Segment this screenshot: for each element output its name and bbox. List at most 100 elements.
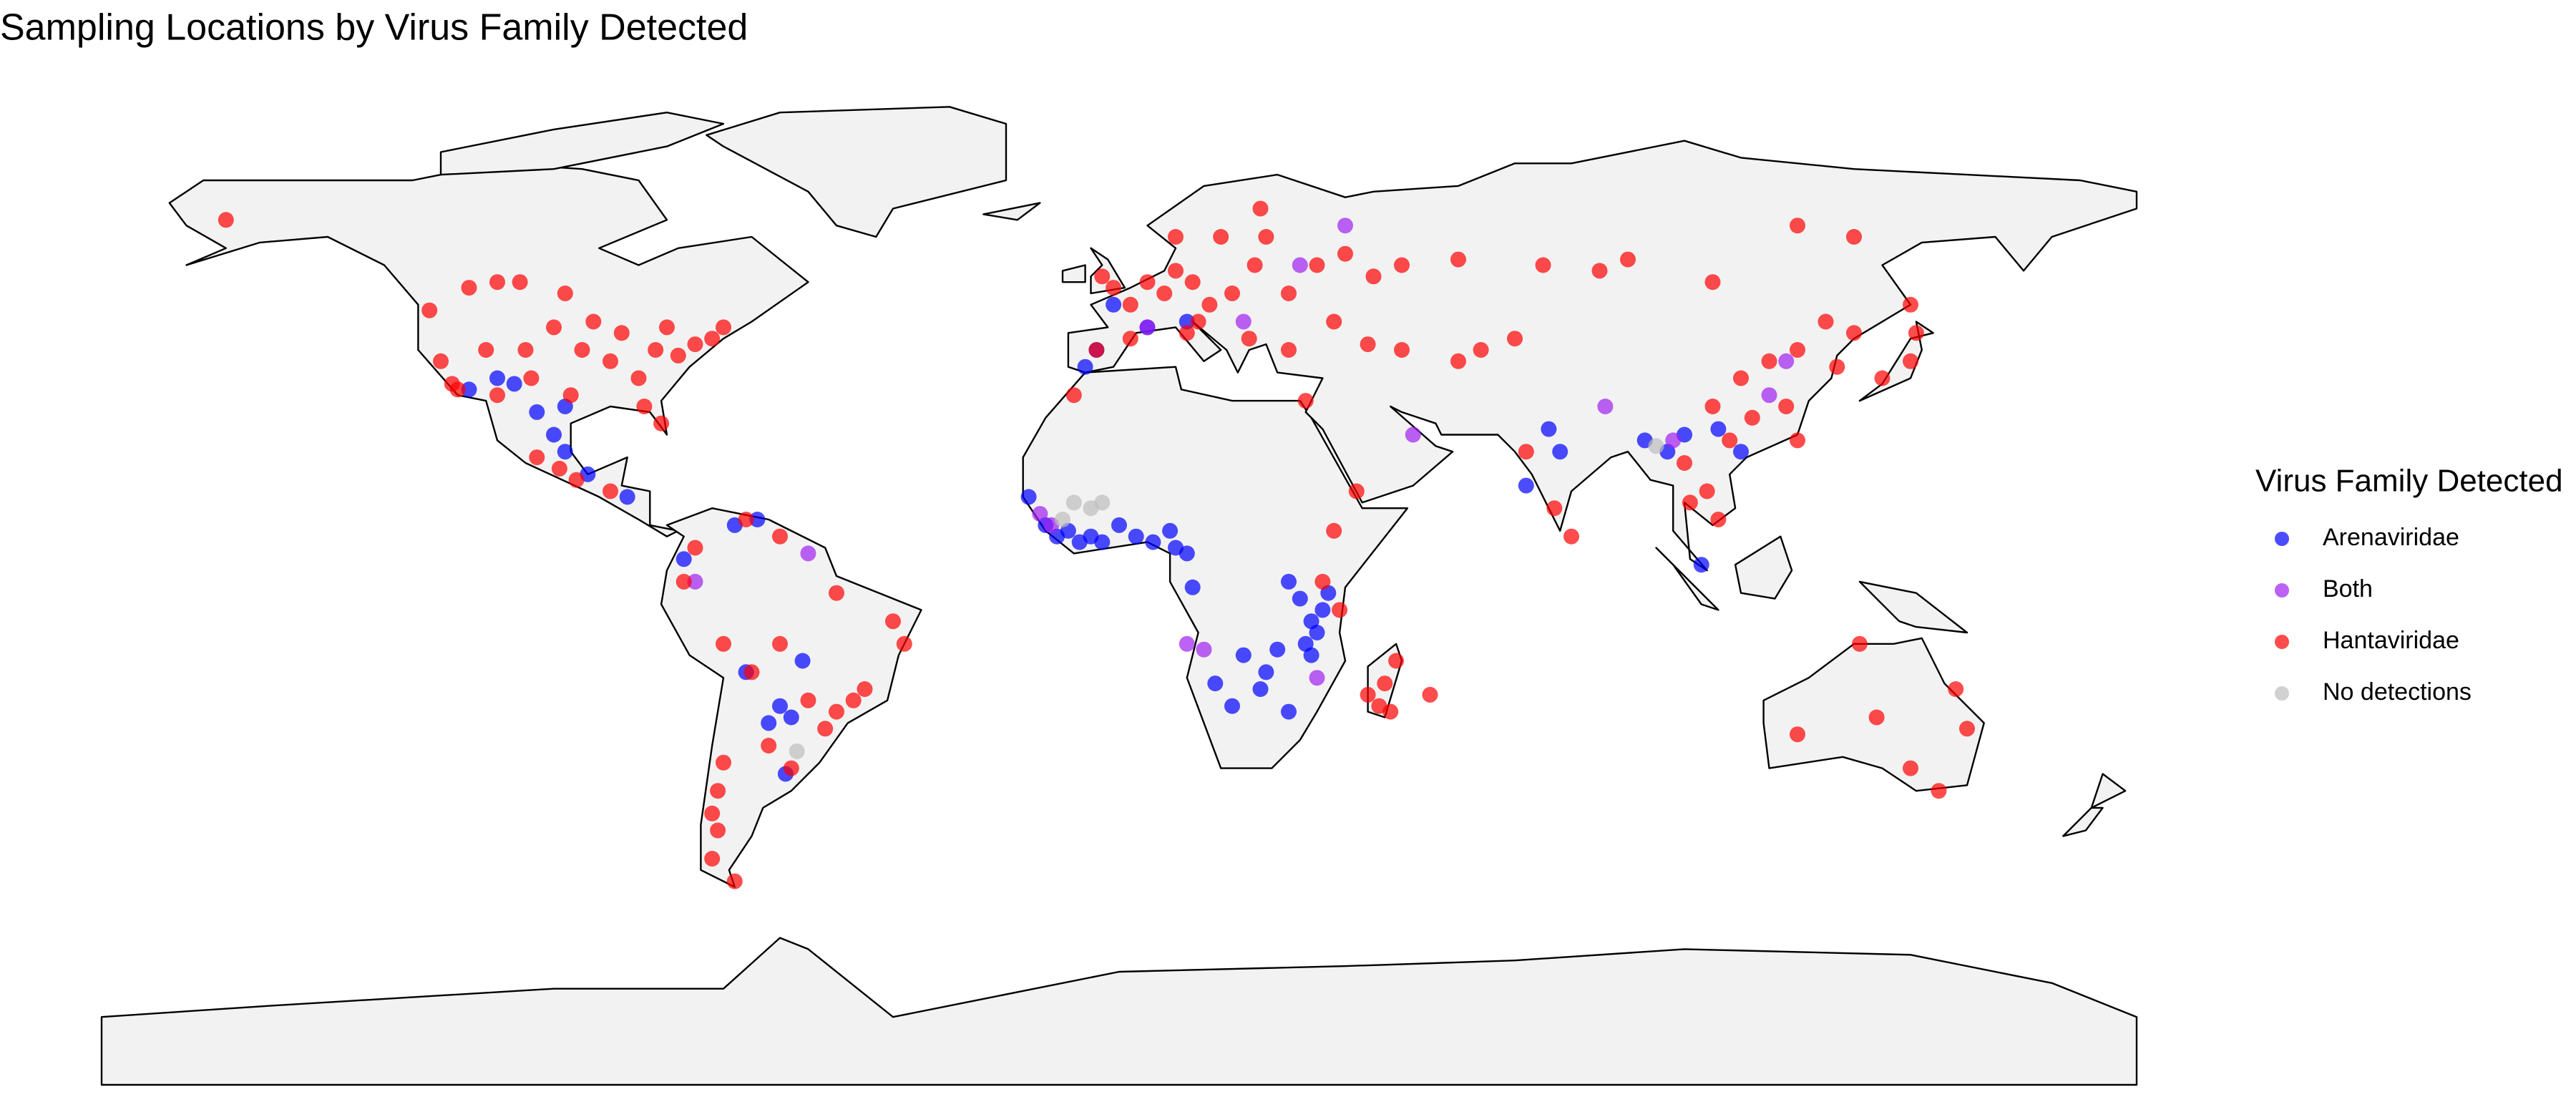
sample-point: [1388, 653, 1405, 669]
sample-point: [687, 573, 703, 590]
sample-point: [1761, 353, 1777, 369]
sample-point: [1235, 647, 1252, 663]
sample-point: [557, 444, 573, 460]
sample-point: [1846, 325, 1862, 341]
landmass: [2090, 773, 2127, 809]
sample-point: [1535, 257, 1551, 273]
sample-point: [1258, 229, 1274, 245]
sample-point: [1128, 528, 1144, 545]
sample-point: [1733, 444, 1749, 460]
sample-point: [1648, 438, 1664, 454]
sample-point: [461, 280, 477, 296]
sample-point: [1094, 494, 1111, 511]
landmass: [100, 937, 2138, 1086]
sample-point: [749, 512, 766, 527]
sample-point: [1405, 426, 1421, 443]
sample-point: [704, 331, 721, 347]
landmass: [1061, 264, 1086, 283]
sample-point: [783, 760, 799, 776]
sample-point: [772, 698, 788, 714]
landmass: [660, 507, 922, 888]
sample-point: [1258, 664, 1274, 681]
landmass: [439, 112, 725, 176]
sample-point: [1846, 229, 1862, 245]
legend-swatch: [2275, 686, 2289, 701]
sample-point: [1094, 268, 1111, 285]
sample-point: [1303, 647, 1319, 663]
sample-point: [557, 286, 573, 301]
sample-point: [636, 399, 653, 414]
sample-point: [1450, 251, 1466, 268]
sample-point: [1314, 602, 1331, 618]
sample-point: [1094, 534, 1111, 550]
sample-point: [1179, 313, 1195, 330]
sample-point: [648, 342, 664, 358]
sample-point: [1020, 489, 1037, 505]
sample-point: [1213, 229, 1229, 245]
landmass: [1858, 580, 1968, 634]
sample-point: [800, 692, 816, 708]
sample-point: [1190, 313, 1206, 330]
sample-point: [523, 370, 540, 386]
sample-point: [789, 743, 805, 759]
sample-point: [1733, 370, 1749, 386]
sample-point: [716, 754, 731, 771]
legend-swatch: [2275, 532, 2289, 546]
sample-point: [1507, 331, 1523, 347]
sample-point: [1314, 573, 1331, 590]
sample-point: [1241, 331, 1257, 347]
sample-point: [1145, 534, 1161, 550]
points-layer: [218, 200, 1975, 889]
sample-point: [1106, 280, 1122, 296]
sample-point: [1252, 200, 1269, 217]
sample-point: [585, 313, 602, 330]
sample-point: [670, 347, 686, 364]
legend-label: Hantaviridae: [2323, 627, 2459, 654]
sample-point: [1156, 286, 1173, 301]
sample-point: [1365, 268, 1382, 285]
sample-point: [630, 370, 647, 386]
sample-point: [1959, 721, 1975, 737]
sample-point: [1106, 296, 1122, 313]
sample-point: [1518, 444, 1534, 460]
sample-point: [1722, 432, 1738, 449]
sample-point: [1269, 641, 1286, 658]
sample-point: [1422, 686, 1438, 703]
sample-point: [602, 353, 618, 369]
sample-point: [1168, 229, 1184, 245]
sample-point: [1790, 432, 1805, 449]
sample-point: [653, 415, 670, 431]
sample-point: [517, 342, 534, 358]
sample-point: [478, 342, 494, 358]
sample-point: [1281, 286, 1297, 301]
sample-point: [1184, 274, 1201, 291]
sample-point: [1903, 353, 1918, 369]
sample-point: [421, 302, 438, 318]
sample-point: [529, 449, 545, 466]
sample-point: [1868, 709, 1885, 726]
sample-point: [687, 540, 703, 556]
sample-point: [602, 483, 618, 499]
landmass: [1734, 535, 1793, 600]
sample-point: [829, 585, 844, 601]
sample-point: [829, 703, 844, 720]
sample-point: [1207, 676, 1224, 692]
sample-point: [800, 545, 816, 562]
sample-point: [1360, 686, 1376, 703]
sample-point: [1744, 409, 1760, 426]
landmass: [982, 202, 1041, 221]
chart-title: Sampling Locations by Virus Family Detec…: [0, 7, 748, 49]
sample-point: [562, 387, 579, 404]
sample-point: [687, 336, 703, 353]
sample-point: [1591, 263, 1608, 279]
sample-point: [675, 551, 692, 567]
sample-point: [1332, 602, 1348, 618]
sample-point: [1704, 274, 1721, 291]
sample-point: [761, 715, 777, 731]
sample-point: [1682, 494, 1698, 511]
sample-point: [1790, 726, 1805, 743]
sample-point: [1184, 579, 1201, 595]
sample-point: [1309, 670, 1325, 686]
sample-point: [1903, 296, 1918, 313]
sample-point: [461, 381, 477, 398]
